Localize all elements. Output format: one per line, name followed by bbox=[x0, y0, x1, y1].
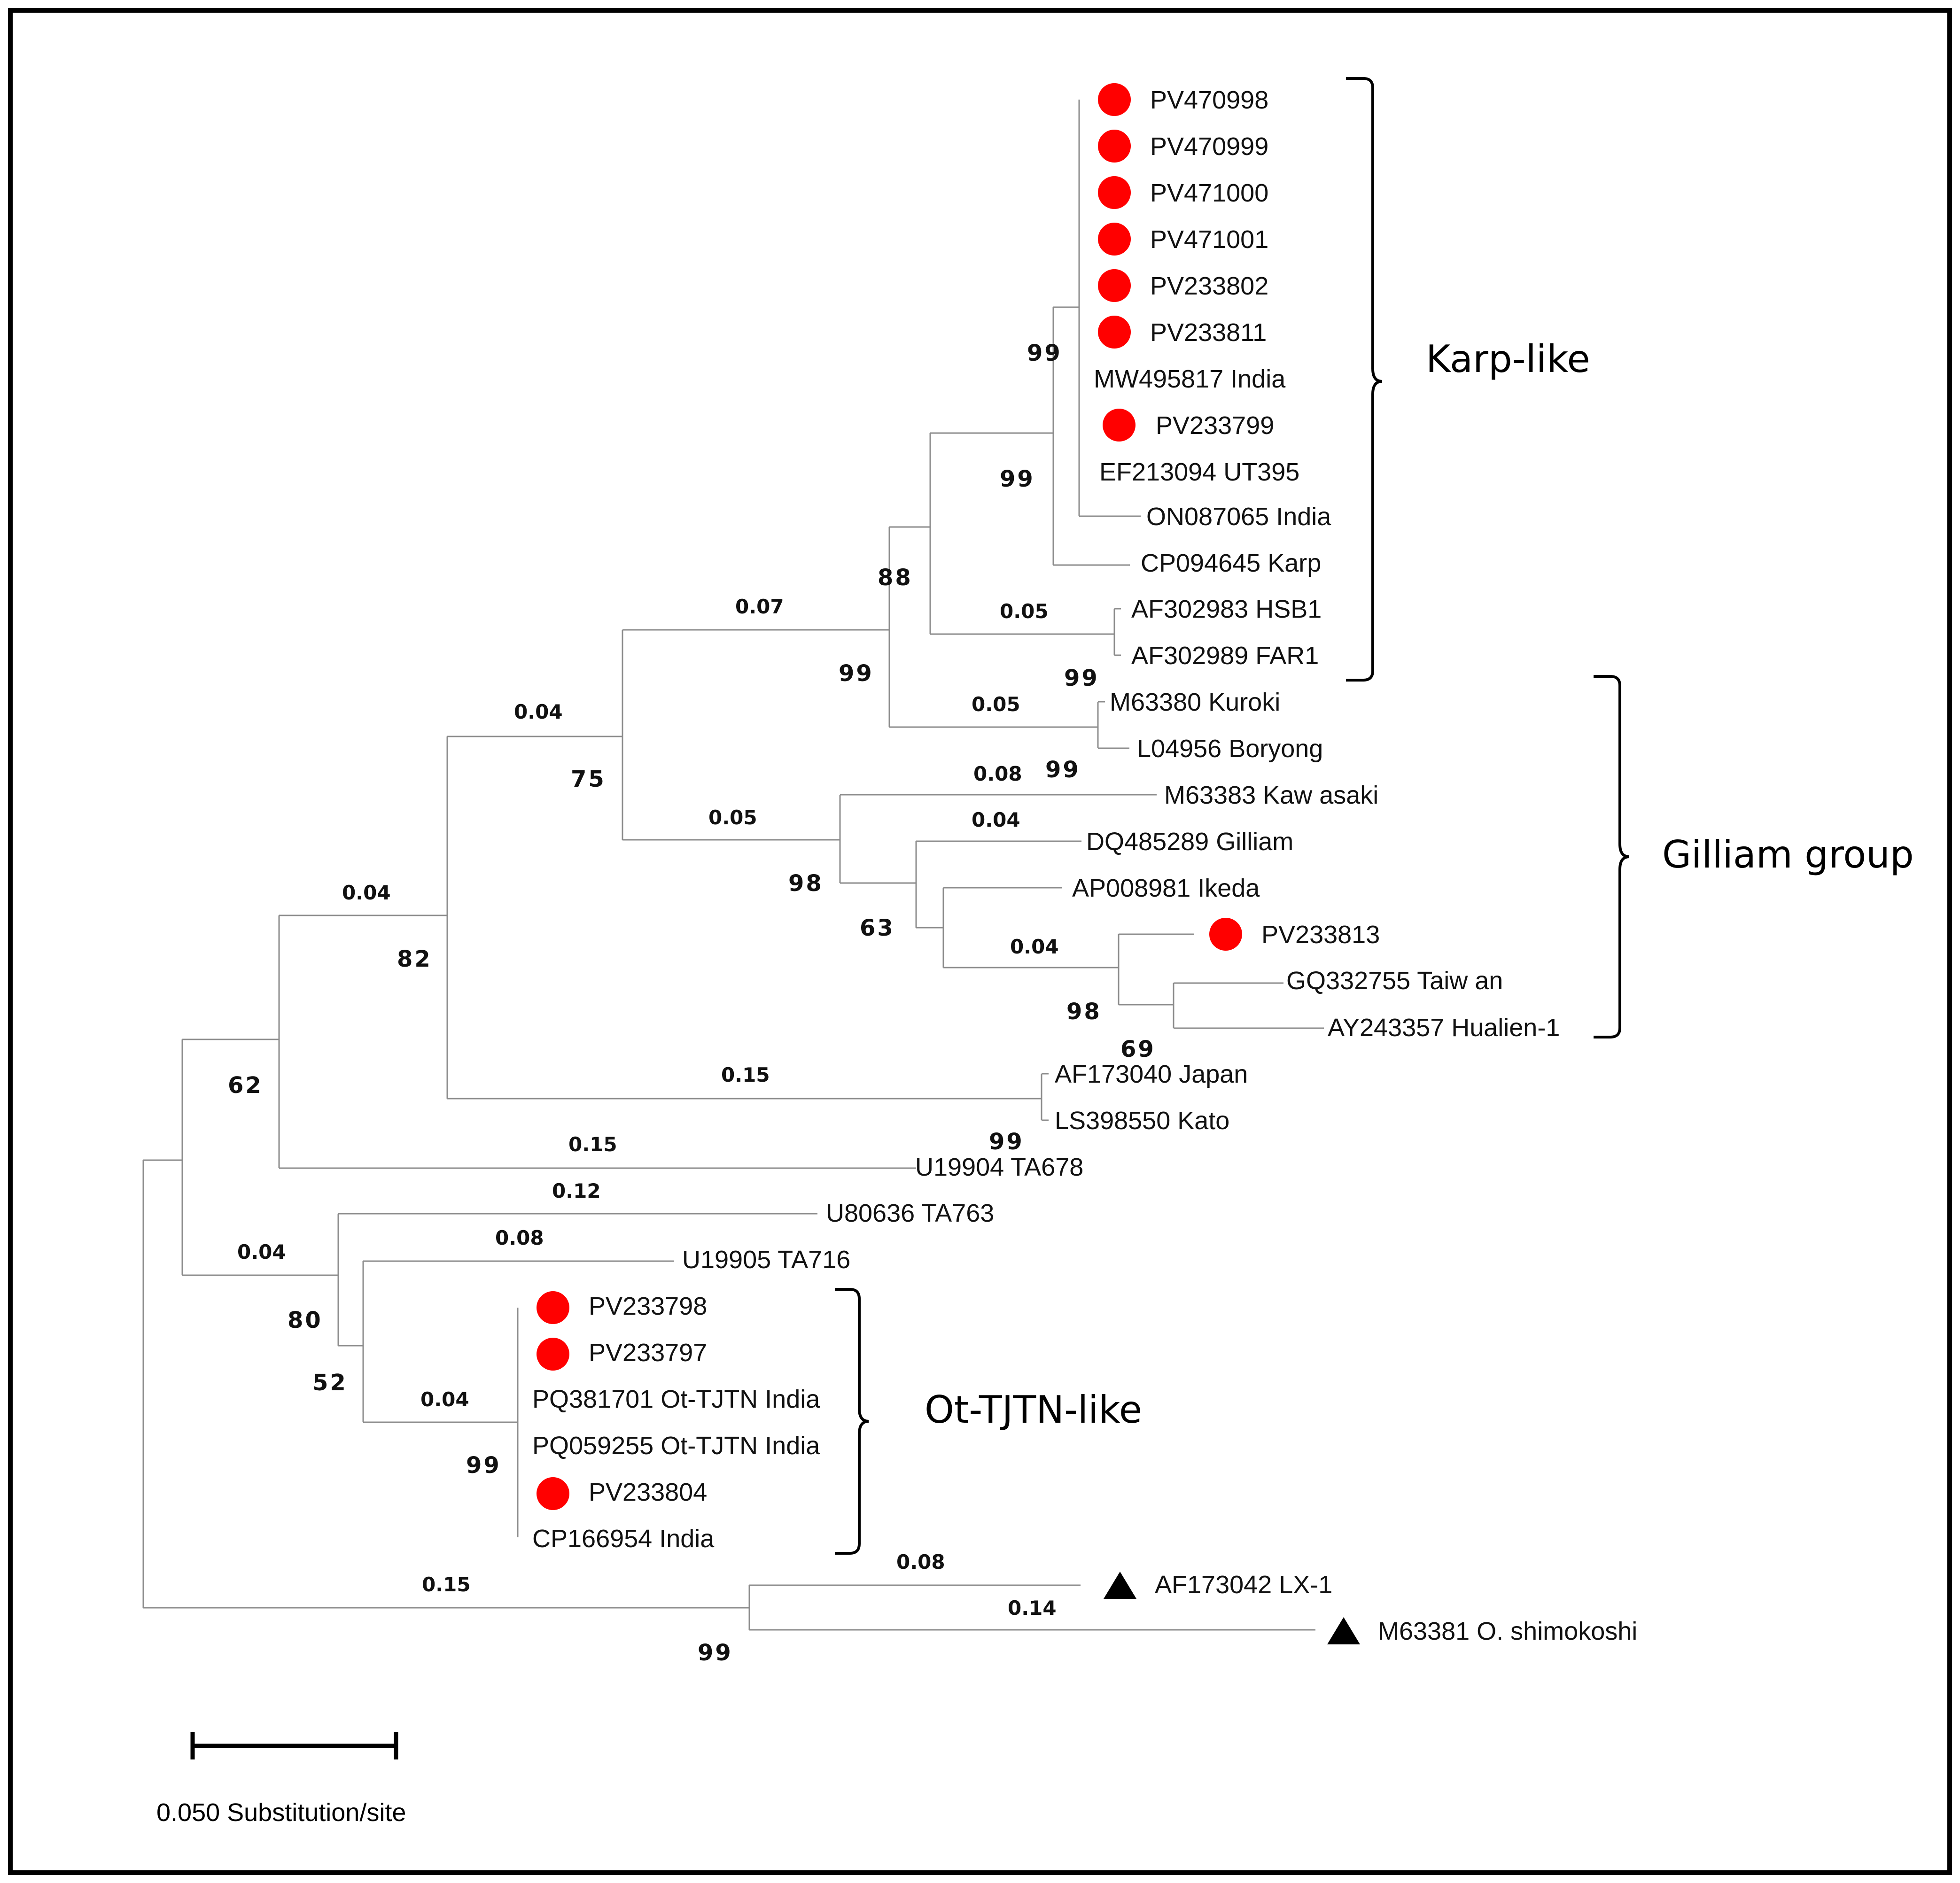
figure-frame bbox=[8, 8, 1952, 1875]
red-dot-marker bbox=[1098, 316, 1131, 349]
leaf-label: PV470998 bbox=[1150, 86, 1268, 114]
branch-length-label: 0.05 bbox=[972, 693, 1020, 716]
red-dot-marker bbox=[1098, 269, 1131, 302]
leaf-markers bbox=[537, 83, 1360, 1644]
leaf-label: PV471001 bbox=[1150, 225, 1268, 254]
branch-length-label: 0.04 bbox=[342, 881, 391, 904]
leaf-label: M63380 Kuroki bbox=[1110, 688, 1280, 716]
branch-length-labels: 0.07 0.04 0.04 0.05 0.05 0.08 0.05 0.04 … bbox=[237, 595, 1059, 1620]
leaf-label: AP008981 Ikeda bbox=[1072, 874, 1260, 902]
red-dot-marker bbox=[537, 1291, 569, 1324]
karp-like-bracket bbox=[1346, 77, 1383, 682]
leaf-label: PV233813 bbox=[1261, 921, 1380, 949]
leaf-label: U19905 TA716 bbox=[682, 1246, 850, 1274]
bootstrap-value: 82 bbox=[397, 946, 432, 972]
bootstrap-value: 80 bbox=[288, 1307, 323, 1333]
black-triangle-marker bbox=[1327, 1617, 1360, 1644]
red-dot-marker bbox=[1098, 223, 1131, 256]
leaf-label: MW495817 India bbox=[1094, 365, 1286, 393]
leaf-label: M63381 O. shimokoshi bbox=[1378, 1617, 1637, 1645]
leaf-label: EF213094 UT395 bbox=[1099, 458, 1299, 486]
black-triangle-marker bbox=[1104, 1572, 1136, 1599]
branch-length-label: 0.15 bbox=[422, 1573, 471, 1596]
red-dot-marker bbox=[1098, 130, 1131, 163]
red-dot-marker bbox=[1098, 176, 1131, 209]
bootstrap-value: 99 bbox=[466, 1452, 501, 1479]
clade-label-karp-like: Karp-like bbox=[1426, 337, 1590, 381]
leaf-label: U80636 TA763 bbox=[826, 1199, 994, 1227]
leaf-label: DQ485289 Gilliam bbox=[1086, 828, 1293, 856]
bootstrap-value: 98 bbox=[1066, 999, 1102, 1025]
bootstrap-value: 99 bbox=[1027, 340, 1062, 366]
leaf-label: L04956 Boryong bbox=[1137, 735, 1323, 763]
leaf-labels: PV470998 PV470999 PV471000 PV471001 PV23… bbox=[532, 86, 1637, 1645]
branch-length-label: 0.05 bbox=[708, 806, 757, 829]
scale-bar bbox=[190, 1732, 398, 1759]
leaf-label: PV233798 bbox=[589, 1292, 707, 1320]
red-dot-marker bbox=[1098, 83, 1131, 116]
bootstrap-value: 52 bbox=[312, 1370, 348, 1396]
leaf-label: CP094645 Karp bbox=[1141, 549, 1321, 577]
branch-length-label: 0.08 bbox=[896, 1550, 945, 1573]
gilliam-group-bracket bbox=[1594, 675, 1630, 1038]
bootstrap-value: 98 bbox=[788, 870, 824, 897]
bootstrap-value: 99 bbox=[839, 660, 874, 687]
leaf-label: PV233804 bbox=[589, 1478, 707, 1506]
bootstrap-value: 99 bbox=[989, 1129, 1024, 1155]
branch-length-label: 0.04 bbox=[1010, 935, 1059, 958]
branch-length-label: 0.04 bbox=[420, 1388, 469, 1411]
leaf-label: AF173042 LX-1 bbox=[1155, 1571, 1332, 1599]
leaf-label: LS398550 Kato bbox=[1055, 1107, 1229, 1135]
branch-length-label: 0.14 bbox=[1008, 1596, 1057, 1620]
bootstrap-value: 88 bbox=[878, 565, 913, 591]
scale-bar-label: 0.050 Substitution/site bbox=[156, 1798, 406, 1827]
leaf-label: CP166954 India bbox=[532, 1525, 715, 1553]
leaf-label: PV233811 bbox=[1150, 318, 1267, 347]
leaf-label: PV470999 bbox=[1150, 132, 1268, 161]
leaf-label: AF302989 FAR1 bbox=[1131, 642, 1319, 670]
tree-branches bbox=[142, 100, 1324, 1631]
branch-length-label: 0.08 bbox=[973, 762, 1022, 785]
ot-tjtn-like-bracket bbox=[835, 1288, 869, 1555]
branch-length-label: 0.08 bbox=[495, 1226, 544, 1249]
leaf-label: PV233797 bbox=[589, 1339, 707, 1367]
branch-length-label: 0.12 bbox=[552, 1179, 601, 1202]
bootstrap-value: 62 bbox=[228, 1072, 263, 1099]
leaf-label: PV471000 bbox=[1150, 179, 1268, 207]
branch-length-label: 0.04 bbox=[514, 700, 563, 723]
leaf-label: AF302983 HSB1 bbox=[1131, 595, 1322, 623]
bootstrap-value: 99 bbox=[1000, 466, 1035, 492]
leaf-label: AY243357 Hualien-1 bbox=[1328, 1014, 1560, 1042]
leaf-label: PQ381701 Ot-TJTN India bbox=[532, 1385, 820, 1413]
branch-length-label: 0.15 bbox=[568, 1133, 617, 1156]
bootstrap-value: 75 bbox=[571, 766, 606, 792]
leaf-label: PV233802 bbox=[1150, 272, 1268, 300]
branch-length-label: 0.07 bbox=[735, 595, 784, 618]
red-dot-marker bbox=[1103, 409, 1136, 442]
red-dot-marker bbox=[1209, 918, 1242, 951]
bootstrap-value: 63 bbox=[860, 915, 895, 941]
leaf-label: ON087065 India bbox=[1146, 503, 1331, 531]
bootstrap-value: 69 bbox=[1120, 1036, 1156, 1062]
bootstrap-value: 99 bbox=[1064, 665, 1099, 691]
leaf-label: GQ332755 Taiw an bbox=[1286, 967, 1503, 995]
bootstrap-value: 99 bbox=[1045, 757, 1081, 783]
red-dot-marker bbox=[537, 1477, 569, 1510]
clade-label-gilliam-group: Gilliam group bbox=[1662, 833, 1914, 876]
bootstrap-value: 99 bbox=[698, 1640, 733, 1666]
bootstrap-values: 99 99 88 99 99 75 99 98 63 98 69 82 99 6… bbox=[228, 340, 1156, 1666]
branch-length-label: 0.05 bbox=[1000, 600, 1049, 623]
red-dot-marker bbox=[537, 1338, 569, 1371]
leaf-label: PV233799 bbox=[1156, 411, 1274, 440]
leaf-label: U19904 TA678 bbox=[915, 1153, 1083, 1181]
branch-length-label: 0.04 bbox=[972, 808, 1020, 831]
branch-length-label: 0.04 bbox=[237, 1240, 286, 1263]
leaf-label: PQ059255 Ot-TJTN India bbox=[532, 1432, 820, 1460]
branch-length-label: 0.15 bbox=[721, 1063, 770, 1086]
leaf-label: M63383 Kaw asaki bbox=[1164, 781, 1378, 809]
leaf-label: AF173040 Japan bbox=[1055, 1060, 1248, 1088]
clade-label-ot-tjtn-like: Ot-TJTN-like bbox=[925, 1388, 1142, 1432]
